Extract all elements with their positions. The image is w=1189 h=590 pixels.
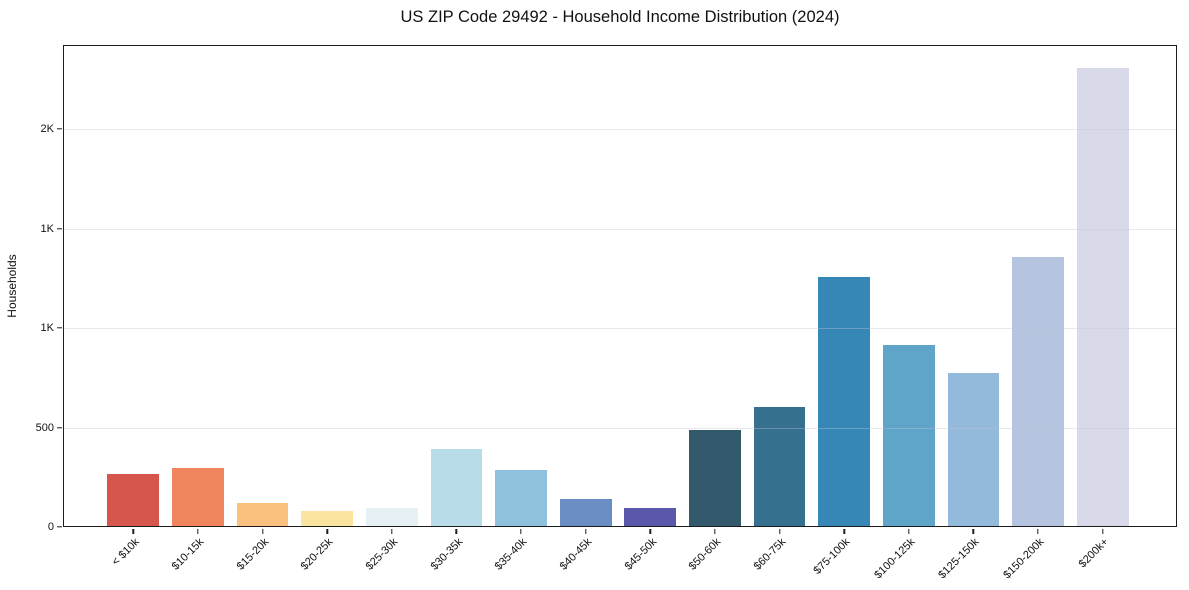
chart-title: US ZIP Code 29492 - Household Income Dis… (400, 8, 840, 26)
bar (236, 503, 289, 527)
bar (753, 406, 806, 527)
bars-container: < $10k $10-15k $15-20k $20-25k $25-30k $30-35… (63, 45, 1177, 581)
bar-slot: $30-35k (424, 45, 489, 573)
x-tick-mark (261, 528, 264, 534)
bar-slot: $50-60k (683, 45, 748, 573)
bar-slot: $150-200k (1001, 45, 1071, 581)
x-tick-mark (132, 528, 135, 534)
bar (107, 474, 160, 527)
x-tick-label: $200k+ (1076, 536, 1112, 571)
x-tick-label: $60-75k (751, 536, 789, 573)
bar-slot: $35-40k (489, 45, 554, 573)
bar (172, 468, 224, 527)
y-tick-mark (57, 128, 62, 130)
bar (1012, 257, 1064, 527)
bar-slot: $15-20k (230, 45, 295, 573)
y-tick-label: 2K (40, 123, 54, 135)
x-tick-label: $50-60k (686, 536, 724, 573)
x-tick-mark (197, 528, 199, 534)
x-tick-mark (778, 528, 781, 534)
bar-slot: < $10k (101, 45, 166, 568)
y-tick-label: 1K (40, 222, 54, 235)
bar (818, 277, 871, 527)
x-tick-mark (972, 528, 975, 534)
x-tick-mark (649, 528, 652, 534)
bar-slot: $100-125k (872, 45, 942, 581)
bar (365, 508, 418, 527)
y-tick-label: 1K (40, 322, 54, 334)
bar-slot: $60-75k (747, 45, 812, 573)
x-tick-mark (391, 528, 393, 534)
x-tick-mark (520, 528, 522, 534)
x-tick-label: $35-40k (492, 536, 530, 573)
x-tick-label: $150-200k (1001, 536, 1047, 582)
bar (430, 449, 483, 527)
bar-slot: $40-45k (553, 45, 618, 573)
bar-slot: $20-25k (295, 45, 360, 573)
x-tick-mark (843, 528, 845, 534)
bar-slot: $75-100k (812, 45, 877, 577)
bar-slot: $200k+ (1070, 45, 1135, 570)
x-tick-label: $30-35k (428, 536, 465, 573)
bar (624, 508, 677, 527)
y-axis-label: Households (5, 254, 19, 318)
bar (1076, 68, 1129, 527)
bar (689, 429, 741, 527)
x-tick-mark (584, 528, 587, 534)
x-tick-mark (326, 528, 328, 534)
y-tick-label: 500 (35, 421, 54, 434)
x-tick-mark (908, 528, 910, 534)
x-tick-label: $25-30k (363, 536, 401, 573)
x-tick-label: $20-25k (299, 536, 336, 573)
x-tick-mark (1101, 528, 1104, 534)
bar (947, 372, 1000, 527)
x-tick-mark (714, 528, 716, 534)
bar (495, 470, 547, 527)
x-tick-label: $125-150k (936, 536, 982, 582)
plot-area: < $10k $10-15k $15-20k $20-25k $25-30k $30-35… (36, 45, 1177, 581)
bar (882, 344, 935, 527)
y-tick-mark (57, 526, 62, 528)
bar-slot: $25-30k (360, 45, 425, 573)
x-tick-label: $15-20k (234, 536, 272, 573)
x-tick-label: $10-15k (169, 536, 207, 573)
y-tick-label: 0 (47, 521, 54, 533)
bar (301, 511, 354, 527)
bar (559, 499, 612, 527)
x-tick-label: < $10k (109, 536, 142, 569)
x-tick-label: $40-45k (557, 536, 595, 573)
y-tick-mark (57, 327, 62, 329)
bar-slot: $45-50k (618, 45, 683, 573)
x-tick-mark (455, 528, 458, 534)
x-tick-label: $100-125k (872, 536, 918, 582)
x-tick-label: $45-50k (622, 536, 659, 573)
x-tick-label: $75-100k (811, 536, 853, 577)
y-tick-mark (57, 227, 62, 230)
y-tick-mark (57, 426, 62, 429)
bar-slot: $10-15k (166, 45, 231, 573)
x-tick-mark (1037, 528, 1039, 534)
bar-slot: $125-150k (937, 45, 1006, 581)
